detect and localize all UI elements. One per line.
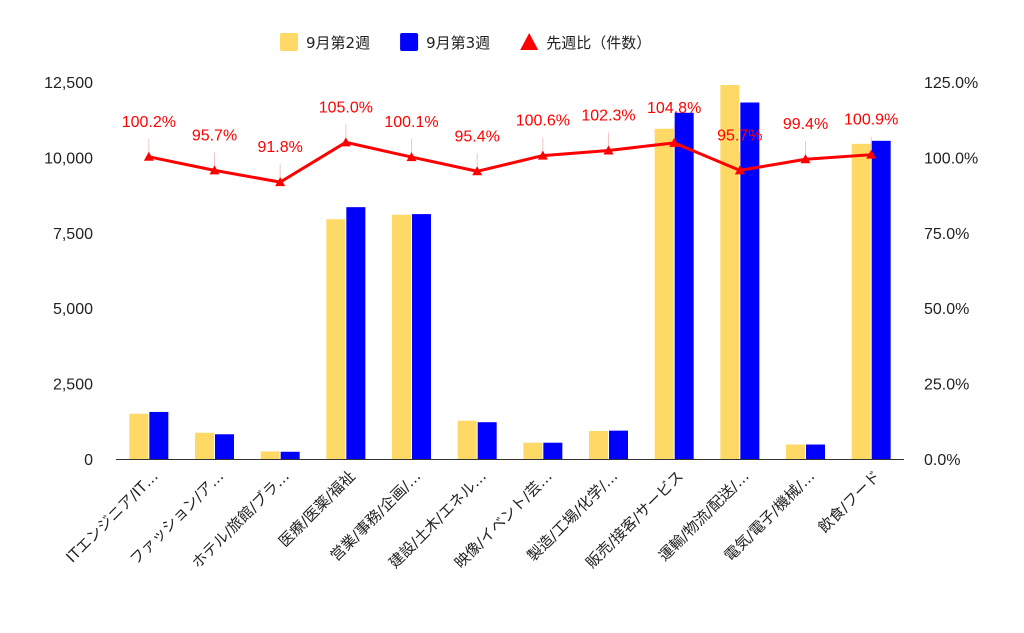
bar-week2 <box>654 128 674 460</box>
ratio-point <box>209 165 220 175</box>
bar-week3 <box>674 112 694 460</box>
left-axis-tick-label: 0 <box>84 452 93 469</box>
left-axis-tick-label: 5,000 <box>53 301 93 318</box>
left-axis-tick-label: 12,500 <box>44 75 93 92</box>
ratio-point <box>669 137 680 147</box>
ratio-data-label: 102.3% <box>581 107 635 124</box>
bar-week3 <box>871 140 891 459</box>
bar-week3 <box>609 430 628 459</box>
ratio-point <box>800 154 811 164</box>
bar-week2 <box>326 219 346 459</box>
legend-swatch <box>280 33 298 51</box>
bar-week3 <box>346 207 366 459</box>
bar-week3 <box>412 214 431 459</box>
right-axis-tick-label: 0.0% <box>924 452 960 469</box>
left-axis-tick-label: 2,500 <box>53 377 93 394</box>
bar-week2 <box>589 430 608 459</box>
legend-label: 9月第3週 <box>426 34 490 52</box>
bar-week2 <box>129 413 149 459</box>
bar-week2 <box>523 442 543 459</box>
ratio-line <box>148 140 872 184</box>
ratio-data-label: 99.4% <box>783 116 828 133</box>
ratio-point <box>472 166 483 176</box>
bar-week2 <box>851 143 871 459</box>
right-axis-tick-label: 50.0% <box>924 301 969 318</box>
category-label: 飲食/フード <box>815 467 884 536</box>
left-axis-tick-label: 7,500 <box>53 226 93 243</box>
ratio-data-label: 95.4% <box>454 128 499 145</box>
ratio-data-label: 100.6% <box>516 113 570 130</box>
ratio-point <box>340 137 351 147</box>
ratio-data-label: 100.1% <box>384 114 438 131</box>
bar-week2 <box>720 85 740 460</box>
legend-triangle-icon <box>520 33 539 50</box>
ratio-data-label: 104.8% <box>647 100 701 117</box>
bar-week2 <box>195 432 214 459</box>
bar-week2 <box>260 451 280 459</box>
bar-week2 <box>392 214 411 459</box>
ratio-point <box>734 165 745 175</box>
ratio-data-label: 95.7% <box>717 127 762 144</box>
ratio-data-label: 100.2% <box>122 114 176 131</box>
bar-week3 <box>280 451 300 459</box>
ratio-point <box>406 152 417 162</box>
ratio-data-label: 105.0% <box>319 99 373 116</box>
ratio-data-label: 95.7% <box>192 127 237 144</box>
ratio-point <box>603 145 614 155</box>
bar-week3 <box>477 422 497 459</box>
bar-week3 <box>215 434 234 459</box>
right-axis-tick-label: 25.0% <box>924 377 969 394</box>
bar-week3 <box>149 411 169 459</box>
bar-week2 <box>457 420 477 459</box>
bar-week2 <box>786 444 805 459</box>
bar-week3 <box>543 442 563 459</box>
bar-week3 <box>806 444 825 459</box>
bar-week3 <box>740 102 760 460</box>
legend-swatch <box>400 33 419 51</box>
legend-label: 9月第2週 <box>306 34 370 52</box>
ratio-point <box>143 151 154 161</box>
ratio-data-label: 100.9% <box>844 112 898 129</box>
ratio-point <box>275 177 286 187</box>
ratio-point <box>537 150 548 160</box>
legend-label: 先週比（件数） <box>546 34 651 52</box>
left-axis-tick-label: 10,000 <box>44 150 93 167</box>
right-axis-tick-label: 125.0% <box>924 75 978 92</box>
right-axis-tick-label: 75.0% <box>924 226 969 243</box>
right-axis-tick-label: 100.0% <box>924 150 978 167</box>
ratio-point <box>866 149 877 159</box>
ratio-data-label: 91.8% <box>257 139 302 156</box>
